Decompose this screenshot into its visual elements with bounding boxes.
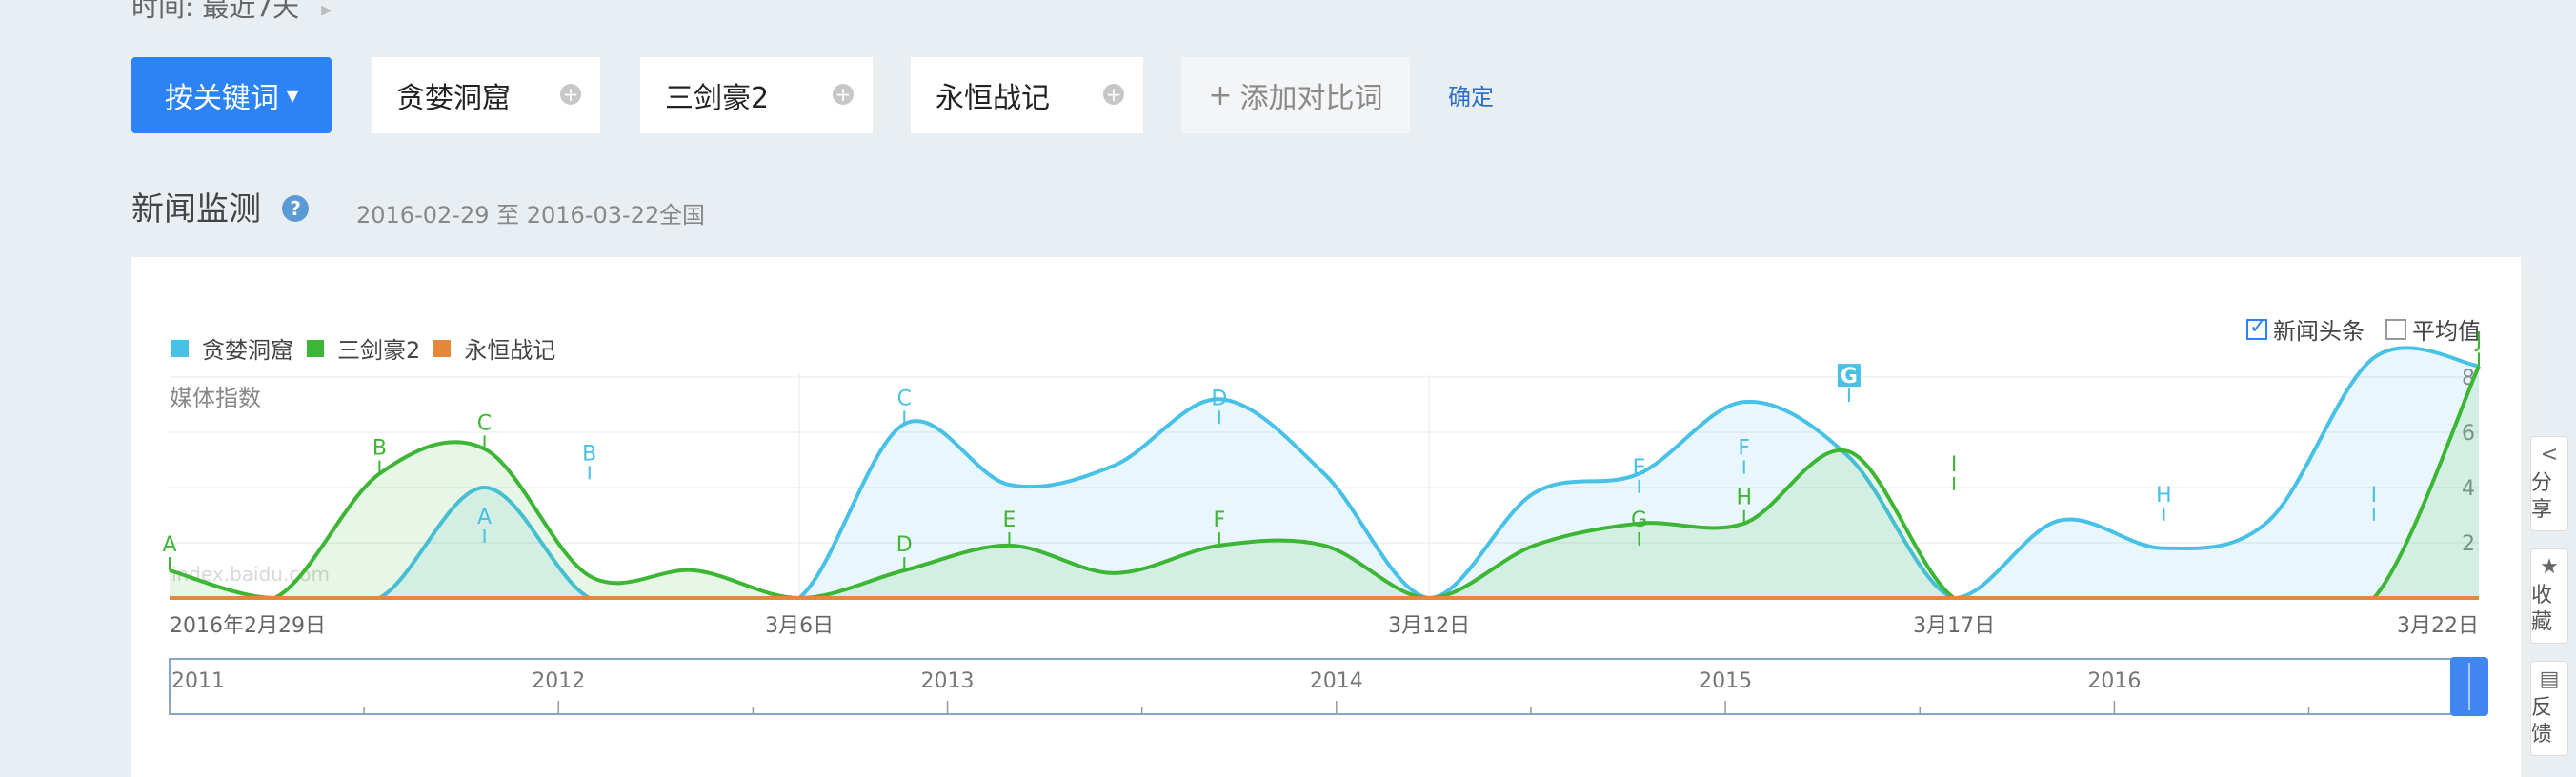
news-marker-a: A bbox=[477, 506, 492, 529]
chevron-right-icon: ▸ bbox=[321, 0, 332, 22]
average-toggle[interactable]: 平均值 bbox=[2385, 312, 2481, 346]
news-marker-f: F bbox=[1738, 437, 1750, 461]
news-marker-i: I bbox=[1951, 453, 1958, 477]
plus-icon: + bbox=[1208, 78, 1233, 112]
series-area-1 bbox=[170, 348, 2479, 598]
feedback-button[interactable]: ▤ 反馈 bbox=[2530, 661, 2568, 756]
headline-toggle[interactable]: 新闻头条 bbox=[2246, 312, 2365, 346]
news-marker-a: A bbox=[162, 533, 176, 557]
legend-item-2[interactable]: 三剑豪2 bbox=[307, 331, 420, 365]
range-year-label: 2014 bbox=[1310, 669, 1363, 693]
keyword-label: 三剑豪2 bbox=[665, 82, 770, 115]
mode-button-label: 按关键词 bbox=[164, 82, 279, 115]
y-tick-label: 2 bbox=[2462, 532, 2475, 556]
x-tick-label: 2016年2月29日 bbox=[170, 614, 326, 638]
time-filter-label: 时间: bbox=[131, 0, 194, 23]
add-circle-icon[interactable]: + bbox=[833, 84, 854, 105]
news-marker-h: H bbox=[1736, 487, 1752, 510]
y-axis-label: 媒体指数 bbox=[170, 385, 261, 411]
marker-box bbox=[1837, 364, 1861, 388]
legend-label: 贪婪洞窟 bbox=[202, 337, 293, 364]
add-circle-icon[interactable]: + bbox=[1103, 84, 1124, 105]
legend-swatch bbox=[171, 339, 189, 357]
x-tick-label: 3月22日 bbox=[2397, 614, 2479, 638]
news-marker-f: F bbox=[1213, 508, 1225, 532]
legend-item-1[interactable]: 贪婪洞窟 bbox=[171, 331, 293, 365]
series-area-2 bbox=[170, 366, 2479, 598]
chart-legend: 贪婪洞窟 三剑豪2 永恒战记 bbox=[171, 331, 569, 365]
region-label: 全国 bbox=[659, 202, 705, 229]
add-compare-label: 添加对比词 bbox=[1239, 82, 1383, 115]
legend-item-3[interactable]: 永恒战记 bbox=[433, 331, 555, 365]
favorite-button[interactable]: ★ 收藏 bbox=[2530, 548, 2568, 644]
share-button[interactable]: < 分享 bbox=[2530, 436, 2568, 531]
confirm-link[interactable]: 确定 bbox=[1448, 84, 1494, 110]
feedback-icon: ▤ bbox=[2539, 667, 2560, 691]
keyword-label: 永恒战记 bbox=[936, 82, 1050, 115]
time-filter[interactable]: 时间: 最近7天 ▸ bbox=[131, 0, 332, 25]
add-compare-button[interactable]: + 添加对比词 bbox=[1181, 57, 1410, 133]
caret-down-icon: ▼ bbox=[286, 86, 299, 105]
news-marker-e: E bbox=[1003, 508, 1016, 532]
news-marker-g: G bbox=[1841, 365, 1858, 388]
x-tick-label: 3月12日 bbox=[1388, 614, 1470, 638]
keyword-label: 贪婪洞窟 bbox=[396, 82, 511, 115]
average-label: 平均值 bbox=[2412, 318, 2481, 345]
time-filter-value: 最近7天 bbox=[202, 0, 300, 23]
share-label: 分享 bbox=[2531, 471, 2553, 522]
feedback-label: 反馈 bbox=[2531, 696, 2553, 747]
chart-options: 新闻头条 平均值 bbox=[2246, 312, 2502, 346]
news-marker-g: G bbox=[1631, 508, 1647, 532]
news-marker-d: D bbox=[896, 533, 913, 557]
average-checkbox[interactable] bbox=[2385, 318, 2406, 340]
news-marker-b: B bbox=[582, 442, 596, 466]
share-icon: < bbox=[2540, 443, 2559, 467]
keyword-chip-1[interactable]: 贪婪洞窟 + bbox=[372, 57, 600, 133]
add-circle-icon[interactable]: + bbox=[560, 84, 581, 105]
news-marker-c: C bbox=[477, 411, 492, 435]
keyword-chip-3[interactable]: 永恒战记 + bbox=[911, 57, 1143, 133]
headline-checkbox[interactable] bbox=[2246, 315, 2267, 340]
news-marker-e: E bbox=[1633, 456, 1646, 480]
news-marker-d: D bbox=[1211, 387, 1227, 410]
favorite-label: 收藏 bbox=[2531, 584, 2553, 634]
legend-swatch bbox=[433, 339, 452, 357]
keyword-chip-2[interactable]: 三剑豪2 + bbox=[640, 57, 873, 133]
mode-dropdown-button[interactable]: 按关键词 ▼ bbox=[131, 57, 332, 133]
y-tick-label: 6 bbox=[2462, 422, 2475, 446]
range-year-label: 2013 bbox=[921, 669, 975, 693]
legend-swatch bbox=[307, 339, 324, 357]
news-marker-c: C bbox=[897, 387, 912, 410]
legend-label: 永恒战记 bbox=[464, 337, 556, 364]
x-tick-label: 3月6日 bbox=[765, 614, 834, 638]
date-range: 2016-02-29 至 2016-03-22 bbox=[356, 202, 660, 229]
range-year-label: 2012 bbox=[532, 669, 585, 693]
x-tick-label: 3月17日 bbox=[1913, 614, 1995, 638]
range-year-label: 2015 bbox=[1699, 669, 1752, 693]
series-line-1 bbox=[170, 346, 2480, 601]
legend-label: 三剑豪2 bbox=[337, 337, 421, 364]
star-icon: ★ bbox=[2540, 555, 2559, 579]
headline-label: 新闻头条 bbox=[2273, 318, 2365, 345]
y-tick-label: 4 bbox=[2462, 477, 2475, 501]
section-title: 新闻监测 bbox=[131, 190, 261, 229]
news-marker-b: B bbox=[372, 437, 387, 461]
range-year-label: 2011 bbox=[171, 669, 225, 693]
question-icon[interactable]: ? bbox=[282, 195, 309, 222]
news-marker-i: I bbox=[2371, 484, 2378, 508]
range-year-label: 2016 bbox=[2087, 669, 2141, 693]
news-marker-h: H bbox=[2156, 484, 2172, 508]
news-marker-j: J bbox=[2474, 329, 2483, 352]
